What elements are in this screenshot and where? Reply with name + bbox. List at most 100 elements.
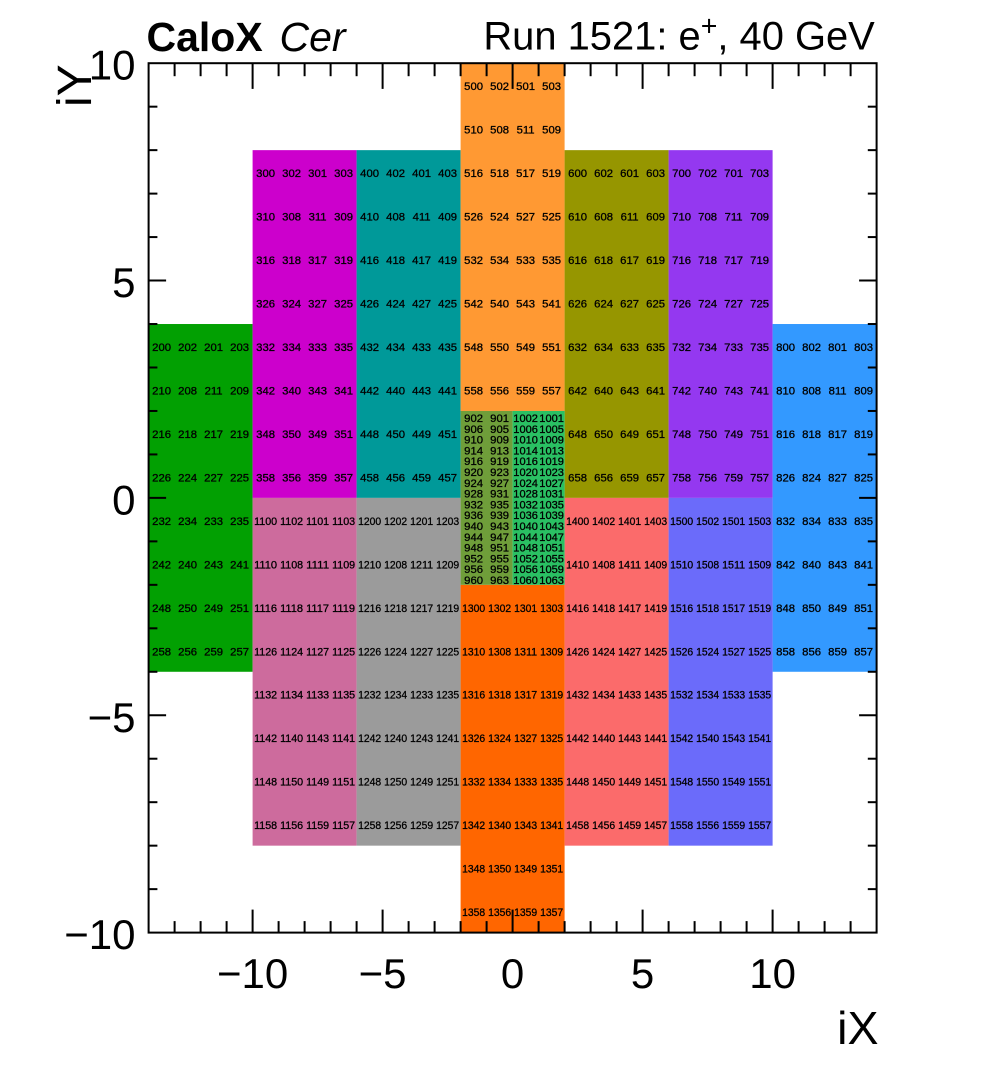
svg-text:456: 456 (386, 472, 405, 484)
svg-text:732: 732 (672, 342, 691, 354)
svg-text:657: 657 (646, 472, 665, 484)
svg-text:1535: 1535 (748, 690, 771, 702)
svg-text:611: 611 (621, 212, 639, 224)
svg-text:1132: 1132 (254, 690, 277, 702)
svg-text:302: 302 (282, 168, 301, 180)
svg-text:527: 527 (516, 212, 535, 224)
svg-text:427: 427 (412, 298, 431, 310)
svg-text:200: 200 (152, 342, 171, 354)
svg-text:525: 525 (542, 212, 561, 224)
svg-text:927: 927 (490, 478, 509, 490)
svg-text:418: 418 (386, 255, 405, 267)
svg-text:442: 442 (360, 385, 379, 397)
svg-text:257: 257 (230, 646, 249, 658)
svg-text:1518: 1518 (696, 603, 719, 615)
svg-text:343: 343 (308, 385, 327, 397)
svg-text:1549: 1549 (722, 777, 745, 789)
svg-text:905: 905 (490, 424, 509, 436)
svg-text:1211: 1211 (410, 559, 433, 571)
svg-text:409: 409 (438, 212, 457, 224)
svg-text:1403: 1403 (644, 516, 667, 528)
svg-text:433: 433 (412, 342, 431, 354)
svg-text:825: 825 (854, 472, 873, 484)
svg-text:410: 410 (360, 212, 379, 224)
svg-text:1327: 1327 (514, 733, 537, 745)
svg-text:1308: 1308 (488, 646, 511, 658)
svg-text:1028: 1028 (513, 489, 538, 501)
svg-text:901: 901 (490, 413, 509, 425)
svg-text:656: 656 (594, 472, 613, 484)
svg-text:801: 801 (828, 342, 847, 354)
svg-text:727: 727 (724, 298, 743, 310)
svg-text:1135: 1135 (332, 690, 355, 702)
svg-text:524: 524 (490, 212, 509, 224)
svg-text:501: 501 (516, 81, 535, 93)
svg-text:0: 0 (501, 950, 524, 997)
svg-text:1036: 1036 (513, 510, 538, 522)
svg-text:632: 632 (568, 342, 587, 354)
svg-text:1411: 1411 (618, 559, 641, 571)
svg-text:416: 416 (360, 255, 379, 267)
svg-text:743: 743 (724, 385, 743, 397)
svg-text:358: 358 (256, 472, 275, 484)
svg-text:209: 209 (230, 385, 249, 397)
svg-text:327: 327 (308, 298, 327, 310)
svg-text:1224: 1224 (384, 646, 407, 658)
svg-text:1500: 1500 (670, 516, 693, 528)
svg-text:827: 827 (828, 472, 847, 484)
svg-text:1134: 1134 (280, 690, 303, 702)
svg-text:1251: 1251 (436, 777, 459, 789)
svg-text:259: 259 (204, 646, 223, 658)
svg-text:963: 963 (490, 575, 509, 587)
svg-text:349: 349 (308, 429, 327, 441)
svg-text:1418: 1418 (592, 603, 615, 615)
svg-text:1359: 1359 (514, 907, 537, 919)
svg-text:1417: 1417 (618, 603, 641, 615)
svg-text:1010: 1010 (513, 435, 538, 447)
svg-text:1324: 1324 (488, 733, 511, 745)
svg-text:533: 533 (516, 255, 535, 267)
svg-text:1111: 1111 (306, 559, 329, 571)
svg-text:1357: 1357 (540, 907, 563, 919)
svg-text:1020: 1020 (513, 467, 538, 479)
svg-text:1226: 1226 (358, 646, 381, 658)
svg-text:726: 726 (672, 298, 691, 310)
svg-text:1227: 1227 (410, 646, 433, 658)
svg-text:803: 803 (854, 342, 873, 354)
svg-text:802: 802 (802, 342, 821, 354)
svg-text:243: 243 (204, 559, 223, 571)
svg-text:619: 619 (646, 255, 665, 267)
svg-text:1348: 1348 (462, 864, 485, 876)
svg-text:633: 633 (620, 342, 639, 354)
svg-text:−5: −5 (359, 950, 407, 997)
svg-text:1108: 1108 (280, 559, 303, 571)
svg-text:857: 857 (854, 646, 873, 658)
svg-text:1156: 1156 (280, 820, 303, 832)
svg-text:709: 709 (750, 212, 769, 224)
svg-text:509: 509 (542, 125, 561, 137)
svg-text:735: 735 (750, 342, 769, 354)
svg-text:1534: 1534 (696, 690, 719, 702)
svg-text:1311: 1311 (514, 646, 537, 658)
svg-text:556: 556 (490, 385, 509, 397)
svg-text:1343: 1343 (514, 820, 537, 832)
svg-text:1158: 1158 (254, 820, 277, 832)
svg-text:1533: 1533 (722, 690, 745, 702)
svg-text:526: 526 (464, 212, 483, 224)
svg-text:359: 359 (308, 472, 327, 484)
svg-text:1109: 1109 (332, 559, 355, 571)
svg-text:1031: 1031 (539, 489, 564, 501)
svg-text:1203: 1203 (436, 516, 459, 528)
svg-text:1126: 1126 (254, 646, 277, 658)
svg-text:935: 935 (490, 499, 509, 511)
svg-text:1449: 1449 (618, 777, 641, 789)
svg-text:642: 642 (568, 385, 587, 397)
svg-text:843: 843 (828, 559, 847, 571)
svg-text:824: 824 (802, 472, 821, 484)
svg-text:309: 309 (334, 212, 353, 224)
svg-text:1542: 1542 (670, 733, 693, 745)
svg-text:1425: 1425 (644, 646, 667, 658)
svg-text:iY: iY (49, 64, 102, 107)
svg-text:1433: 1433 (618, 690, 641, 702)
svg-text:1148: 1148 (254, 777, 277, 789)
